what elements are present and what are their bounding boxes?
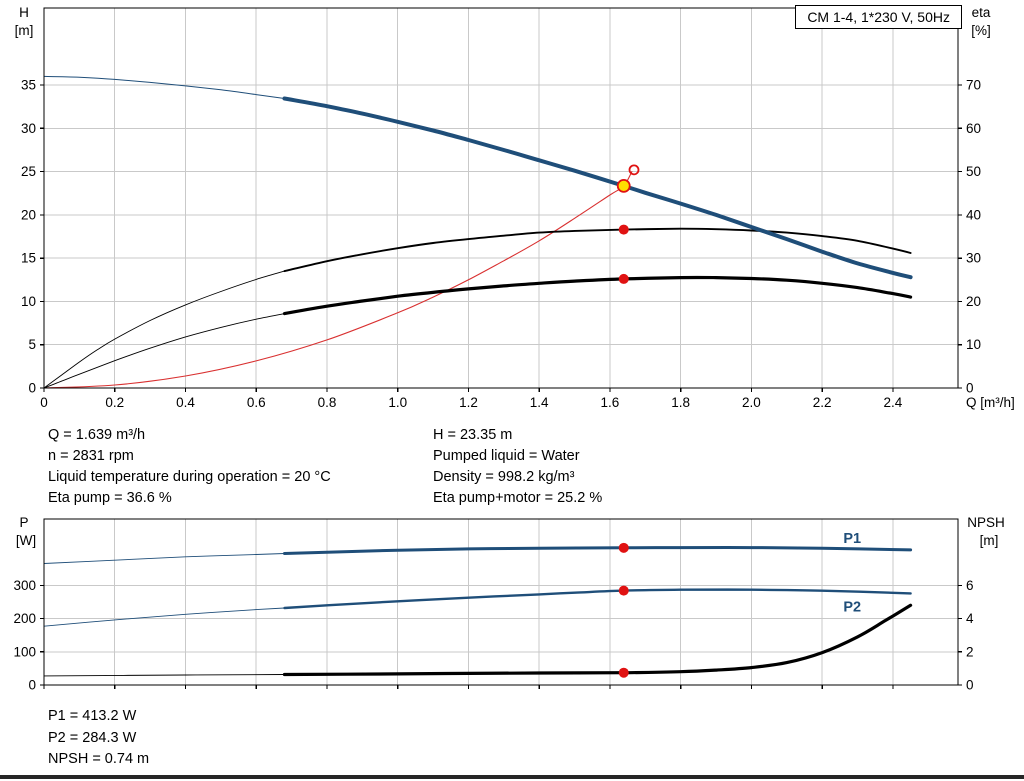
- info-line-liquid: Pumped liquid = Water: [433, 448, 580, 464]
- plot-border: [43, 518, 959, 686]
- requested-duty-point: [628, 164, 640, 176]
- npsh-duty-point: [618, 667, 629, 678]
- h-axis-name: H: [19, 5, 29, 20]
- info-line-speed: n = 2831 rpm: [48, 448, 134, 464]
- y-right-tick-label: 4: [966, 611, 974, 626]
- y-left-tick-label: 25: [21, 164, 36, 179]
- eta-pump-curve: [283, 227, 912, 273]
- y-left-tick-label: 300: [13, 578, 36, 593]
- plot-border: [43, 7, 959, 389]
- p2-curve: [283, 588, 912, 610]
- y-right-tick-label: 0: [966, 381, 974, 396]
- eta-pump-duty-point: [618, 224, 629, 235]
- eta-axis-unit: [%]: [971, 23, 991, 38]
- y-right-tick-label: 2: [966, 644, 974, 659]
- npsh-axis-unit: [m]: [980, 533, 999, 548]
- p1-label: P1: [843, 531, 861, 547]
- duty-info-right-column: H = 23.35 m Pumped liquid = Water Densit…: [433, 425, 978, 509]
- npsh-axis-name: NPSH: [967, 515, 1005, 530]
- x-tick-label: 0.4: [176, 395, 195, 410]
- npsh-curve: [282, 603, 913, 677]
- y-right-tick-label: 40: [966, 207, 981, 222]
- x-axis-unit-label: Q [m³/h]: [966, 395, 1015, 410]
- p2-label: P2: [843, 599, 861, 615]
- eta-pump-motor-curve-min-flow: [43, 313, 285, 389]
- duty-point-info: Q = 1.639 m³/h n = 2831 rpm Liquid tempe…: [48, 425, 978, 509]
- y-right-tick-label: 10: [966, 337, 981, 352]
- y-right-tick-label: 6: [966, 578, 974, 593]
- y-left-tick-label: 0: [28, 678, 36, 693]
- x-tick-label: 1.4: [530, 395, 549, 410]
- y-left-tick-label: 30: [21, 121, 36, 136]
- x-tick-label: 1.6: [601, 395, 620, 410]
- bottom-divider: [0, 775, 1024, 779]
- p1-curve-min-flow: [43, 553, 285, 564]
- p-axis-name: P: [19, 515, 28, 530]
- info-line-npsh: NPSH = 0.74 m: [48, 751, 150, 767]
- y-left-tick-label: 0: [28, 381, 36, 396]
- power-npsh-chart: 0 100 200 300 0 2 4 6 P [W] NPSH [m] P1 P2: [13, 515, 1005, 693]
- eta-pump-motor-curve: [282, 275, 913, 316]
- y-right-tick-label: 20: [966, 294, 981, 309]
- x-tick-label: 0.8: [318, 395, 337, 410]
- p-axis-unit: [W]: [16, 533, 36, 548]
- y-left-tick-label: 35: [21, 78, 36, 93]
- npsh-curve-min-flow: [43, 674, 285, 677]
- y-left-tick-label: 20: [21, 207, 36, 222]
- y-right-tick-label: 30: [966, 251, 981, 266]
- y-right-tick-label: 70: [966, 78, 981, 93]
- info-line-density: Density = 998.2 kg/m³: [433, 469, 575, 485]
- power-npsh-info: P1 = 413.2 W P2 = 284.3 W NPSH = 0.74 m: [48, 706, 149, 771]
- x-tick-label: 1.0: [388, 395, 407, 410]
- y-left-tick-label: 200: [13, 611, 36, 626]
- eta-pump-curve-min-flow: [43, 270, 285, 389]
- x-tick-label: 0: [40, 395, 48, 410]
- y-left-tick-label: 10: [21, 294, 36, 309]
- info-line-q: Q = 1.639 m³/h: [48, 427, 146, 443]
- p2-curve-min-flow: [43, 607, 285, 627]
- y-right-tick-label: 60: [966, 121, 981, 136]
- info-line-p2: P2 = 284.3 W: [48, 729, 137, 746]
- y-right-tick-label: 50: [966, 164, 981, 179]
- pump-model-box: CM 1-4, 1*230 V, 50Hz: [795, 5, 962, 29]
- pump-head-curve-min-flow: [43, 75, 285, 99]
- eta-pump-motor-duty-point: [618, 273, 629, 284]
- duty-info-left-column: Q = 1.639 m³/h n = 2831 rpm Liquid tempe…: [48, 425, 433, 509]
- p1-duty-point: [618, 542, 629, 553]
- duty-point[interactable]: [616, 178, 631, 193]
- x-tick-label: 2.0: [742, 395, 761, 410]
- info-line-temperature: Liquid temperature during operation = 20…: [48, 469, 331, 485]
- info-line-eta-pump-motor: Eta pump+motor = 25.2 %: [433, 490, 603, 506]
- x-tick-label: 0.2: [105, 395, 124, 410]
- x-tick-label: 1.8: [671, 395, 690, 410]
- head-eta-chart: 0 0.2 0.4 0.6 0.8 1.0 1.2 1.4 1.6 1.8 2.0 2.2 2.4 0 5 1…: [15, 5, 1015, 410]
- system-curve: [43, 171, 633, 389]
- info-line-eta-pump: Eta pump = 36.6 %: [48, 490, 172, 506]
- y-left-tick-label: 15: [21, 251, 36, 266]
- x-tick-label: 2.2: [813, 395, 832, 410]
- p2-duty-point: [618, 585, 629, 596]
- y-left-tick-label: 100: [13, 644, 36, 659]
- pump-head-curve: [282, 96, 913, 280]
- y-left-tick-label: 5: [28, 337, 36, 352]
- eta-axis-name: eta: [972, 5, 991, 20]
- x-tick-label: 2.4: [884, 395, 903, 410]
- y-right-tick-label: 0: [966, 678, 974, 693]
- p1-curve: [283, 545, 913, 555]
- x-tick-label: 0.6: [247, 395, 266, 410]
- info-line-head: H = 23.35 m: [433, 427, 513, 443]
- h-axis-unit: [m]: [15, 23, 34, 38]
- info-line-p1: P1 = 413.2 W: [48, 708, 137, 724]
- x-tick-label: 1.2: [459, 395, 478, 410]
